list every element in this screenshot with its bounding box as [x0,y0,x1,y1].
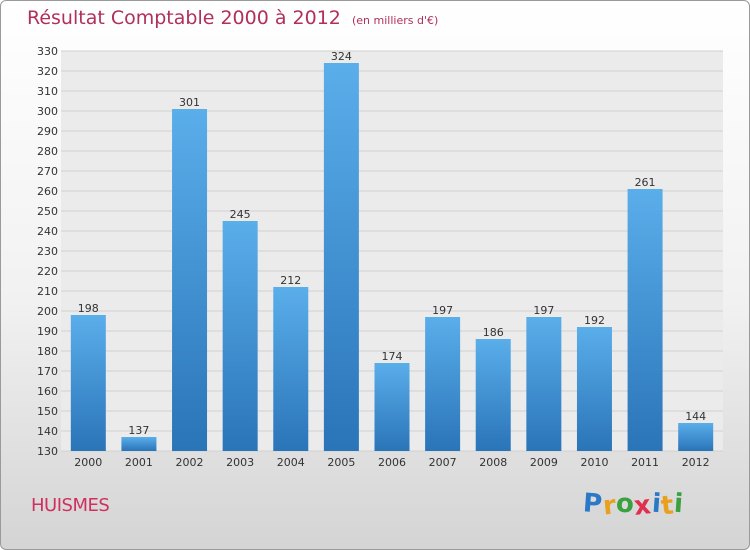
y-tick-label: 310 [37,85,58,98]
data-label-2002: 301 [179,96,200,109]
proxiti-logo: Proxiti [581,488,685,521]
gridlines [61,50,723,452]
bar-2010 [576,327,612,451]
bar-2001 [121,437,157,451]
y-tick-label: 250 [37,205,58,218]
data-labels: 198 137 301 245 212 324 174 197 186 197 192 261 144 [78,50,706,437]
x-axis-ticks: 2000 2001 2002 2003 2004 2005 2006 2007 2008 2009… [74,456,709,469]
y-tick-label: 300 [37,105,58,118]
data-label-2005: 324 [331,50,352,63]
y-tick-label: 290 [37,125,58,138]
x-tick-label: 2008 [479,456,507,469]
bar-2003 [222,221,258,451]
bar-2000 [70,315,106,451]
data-label-2012: 144 [685,410,706,423]
logo-letter: P [581,488,604,520]
x-tick-label: 2012 [682,456,710,469]
title-row: Résultat Comptable 2000 à 2012 (en milli… [27,7,438,29]
bar-2009 [526,317,562,451]
y-tick-label: 130 [37,445,58,458]
x-tick-label: 2003 [226,456,254,469]
x-tick-label: 2009 [530,456,558,469]
x-tick-label: 2001 [125,456,153,469]
x-tick-label: 2002 [176,456,204,469]
data-label-2003: 245 [230,208,251,221]
chart-subtitle: (en milliers d'€) [351,14,439,27]
commune-name: HUISMES [31,495,110,516]
y-tick-label: 320 [37,65,58,78]
data-label-2004: 212 [280,274,301,287]
y-tick-label: 190 [37,325,58,338]
bar-2008 [475,339,511,451]
data-label-2008: 186 [483,326,504,339]
bar-2006 [374,363,410,451]
data-label-2001: 137 [128,424,149,437]
bar-2004 [273,287,309,451]
bar-2011 [627,189,663,451]
y-tick-label: 330 [37,45,58,58]
chart-title: Résultat Comptable 2000 à 2012 [27,7,341,29]
bar-2007 [425,317,461,451]
data-label-2010: 192 [584,314,605,327]
y-tick-label: 200 [37,305,58,318]
x-tick-label: 2004 [277,456,305,469]
y-tick-label: 270 [37,165,58,178]
bar-2002 [172,109,208,451]
data-label-2006: 174 [382,350,403,363]
y-tick-label: 180 [37,345,58,358]
y-tick-label: 260 [37,185,58,198]
data-label-2007: 197 [432,304,453,317]
y-tick-label: 140 [37,425,58,438]
y-tick-label: 170 [37,365,58,378]
y-tick-label: 150 [37,405,58,418]
data-label-2009: 197 [533,304,554,317]
y-tick-label: 230 [37,245,58,258]
y-tick-label: 240 [37,225,58,238]
bars [70,63,714,451]
x-tick-label: 2007 [429,456,457,469]
x-tick-label: 2006 [378,456,406,469]
y-tick-label: 220 [37,265,58,278]
y-axis-ticks: 130 140 150 160 170 180 190 200 210 220 230 240 250 2… [37,45,58,458]
x-tick-label: 2000 [74,456,102,469]
bar-2012 [678,423,714,451]
x-tick-label: 2005 [327,456,355,469]
logo-letter: i [672,488,685,520]
x-tick-label: 2011 [631,456,659,469]
data-label-2011: 261 [635,176,656,189]
bar-2005 [323,63,359,451]
y-tick-label: 160 [37,385,58,398]
y-tick-label: 280 [37,145,58,158]
y-tick-label: 210 [37,285,58,298]
data-label-2000: 198 [78,302,99,315]
x-tick-label: 2010 [580,456,608,469]
